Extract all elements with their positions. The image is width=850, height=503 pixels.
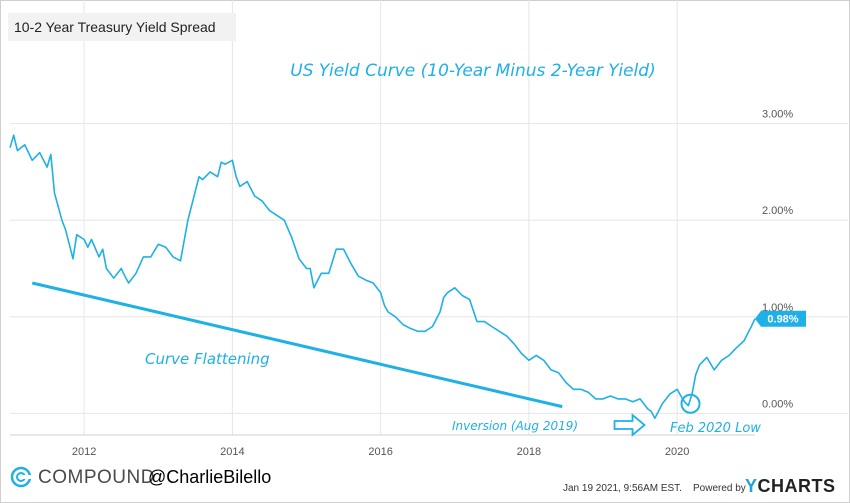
- y-tick-label: 0.00%: [762, 398, 793, 410]
- compound-logo-icon: [10, 466, 32, 488]
- low-label: Feb 2020 Low: [670, 421, 761, 436]
- x-tick-label: 2016: [368, 446, 392, 458]
- footer: COMPOUND @CharlieBilello Jan 19 2021, 9:…: [0, 460, 850, 503]
- flattening-label: Curve Flattening: [145, 350, 270, 368]
- ycharts-rest: CHARTS: [757, 476, 836, 496]
- last-value-label: 0.98%: [767, 314, 798, 326]
- ycharts-logo[interactable]: YCHARTS: [745, 476, 836, 497]
- last-value-badge: [755, 310, 806, 327]
- yield-spread-chart: 3.00%2.00%1.00%0.00%2012 2014 2016 2018 2020…: [9, 0, 848, 458]
- chart-title: US Yield Curve (10-Year Minus 2-Year Yie…: [290, 61, 655, 81]
- x-tick-label: 2018: [517, 446, 541, 458]
- ycharts-y: Y: [745, 476, 758, 496]
- x-tick-label: 2020: [665, 446, 689, 458]
- powered-by-text: Powered by: [693, 483, 746, 494]
- series-line: [9, 134, 756, 420]
- low-point-circle: [680, 393, 701, 414]
- y-tick-label: 2.00%: [762, 205, 793, 217]
- compound-brand: COMPOUND: [38, 467, 155, 488]
- y-tick-label: 3.00%: [762, 109, 793, 121]
- inversion-label: Inversion (Aug 2019): [452, 419, 578, 433]
- author-handle: @CharlieBilello: [148, 467, 272, 487]
- flattening-trend-line: [31, 281, 563, 409]
- inversion-arrow: [613, 413, 646, 437]
- timestamp: Jan 19 2021, 9:56AM EST.: [563, 483, 682, 494]
- x-tick-label: 2012: [72, 446, 96, 458]
- x-tick-label: 2014: [220, 446, 244, 458]
- series-legend: 10-2 Year Treasury Yield Spread: [8, 13, 236, 41]
